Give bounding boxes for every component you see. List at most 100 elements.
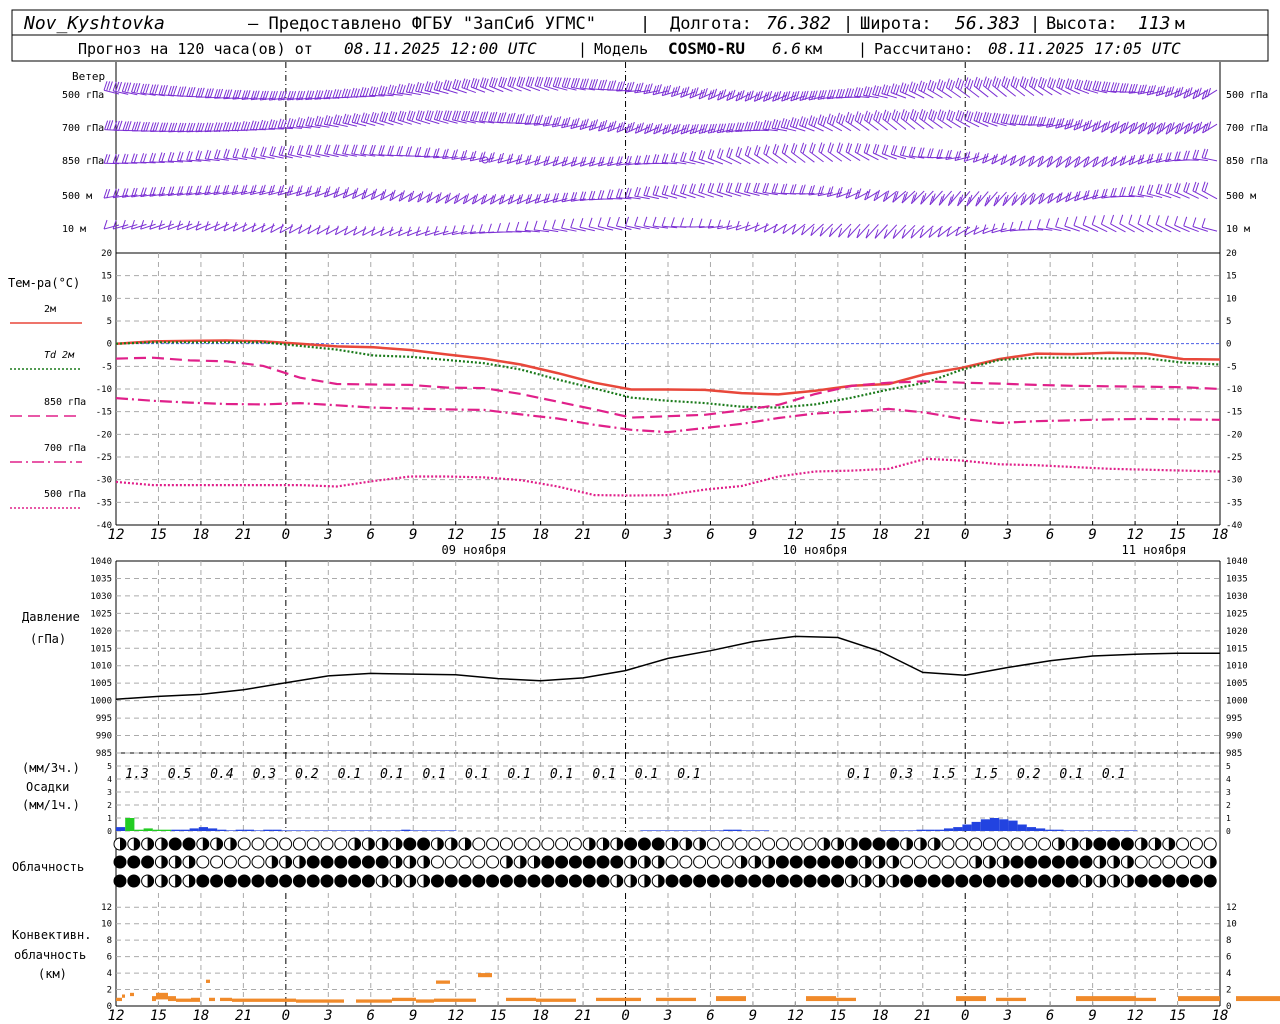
wind-barb-stem	[800, 151, 815, 163]
wind-barb-feather	[344, 144, 349, 154]
wind-barb-stem	[296, 190, 312, 197]
time-tick-label-bottom: 6	[1046, 1008, 1054, 1024]
cloud-partial-fill	[906, 838, 913, 850]
wind-barb	[771, 183, 788, 195]
cloud-overcast	[320, 855, 334, 869]
wind-barb-feather	[905, 112, 910, 122]
wind-barb	[1019, 76, 1035, 97]
wind-barb	[753, 120, 769, 132]
wind-barb-feather	[118, 81, 123, 92]
wind-barb	[333, 114, 348, 128]
wind-barb-feather	[969, 80, 974, 90]
wind-barb-feather	[231, 121, 236, 131]
wind-barb-feather	[1159, 123, 1163, 133]
wind-barb-feather	[890, 145, 895, 155]
wind-barb-feather	[1085, 120, 1090, 131]
wind-barb-feather	[155, 122, 160, 132]
wind-barb-feather	[703, 123, 708, 134]
wind-barb	[1064, 216, 1080, 232]
wind-barb-stem	[463, 195, 477, 205]
wind-barb-feather	[222, 121, 227, 132]
temp-ytick-right: 5	[1226, 317, 1231, 327]
wind-barb-feather	[973, 225, 978, 235]
time-tick-label-bottom: 15	[1169, 1008, 1186, 1024]
wind-barb	[1183, 182, 1199, 199]
wind-barb-feather	[570, 119, 575, 129]
wind-barb-feather	[1097, 120, 1102, 130]
wind-barb	[1128, 154, 1145, 166]
wind-barb-stem	[973, 155, 989, 163]
wind-barb-feather	[670, 217, 675, 227]
wind-barb-stem	[103, 89, 120, 95]
wind-barb-feather	[661, 153, 666, 163]
wind-barb-feather	[744, 121, 749, 131]
wind-barb-feather	[433, 80, 438, 90]
wind-barb-feather	[1155, 86, 1160, 97]
wind-barb-feather	[959, 194, 964, 204]
precip-bar	[888, 830, 898, 831]
cloud-overcast	[748, 874, 762, 888]
wind-barb-feather	[365, 88, 370, 98]
wind-barb-feather	[804, 90, 809, 101]
wind-barb-feather	[1040, 193, 1045, 203]
cloud-clear	[1189, 855, 1203, 869]
temp-legend-label: 850 гПа	[44, 397, 86, 408]
wind-barb	[579, 118, 595, 130]
pres-ytick-left: 1025	[90, 609, 112, 619]
cloud-partial-fill	[1113, 875, 1120, 887]
wind-barb-stem	[955, 118, 971, 128]
wind-barb-feather	[1103, 188, 1108, 198]
cloud-partial-fill	[382, 838, 389, 850]
wind-barb-feather	[1076, 156, 1081, 167]
wind-barb-feather	[1115, 82, 1120, 93]
wind-barb	[652, 216, 669, 229]
cloud-clear	[982, 837, 996, 851]
wind-barb	[433, 110, 449, 124]
wind-barb	[1192, 87, 1209, 100]
wind-barb-stem	[1183, 190, 1199, 199]
wind-barb-feather	[639, 82, 644, 92]
wind-barb-feather	[447, 81, 452, 91]
cloud-overcast	[113, 874, 127, 888]
wind-barb-feather	[234, 89, 239, 100]
wind-barb-stem	[791, 223, 806, 235]
precip-bar	[649, 830, 659, 831]
wind-barb-feather	[131, 187, 135, 198]
wind-barb-feather	[1204, 149, 1209, 159]
wind-barb-feather	[951, 111, 956, 122]
cloud-partial-fill	[823, 838, 830, 850]
wind-barb	[278, 145, 293, 159]
wind-barb-feather	[1152, 122, 1157, 132]
wind-barb-feather	[882, 109, 887, 119]
wind-barb	[551, 116, 568, 128]
wind-barb-feather	[1174, 216, 1179, 226]
wind-barb-feather	[850, 114, 855, 125]
wind-barb-feather	[510, 194, 515, 204]
wind-barb-stem	[534, 85, 550, 91]
wind-barb	[809, 142, 824, 163]
wind-barb	[232, 89, 248, 100]
wind-barb-feather	[472, 150, 477, 161]
time-tick-label-bottom: 3	[663, 1008, 672, 1024]
wind-barb	[140, 220, 156, 230]
cloud-overcast	[127, 874, 141, 888]
wind-barb-feather	[1137, 155, 1142, 165]
wind-barb-feather	[1074, 78, 1079, 89]
wind-barb-feather	[198, 87, 203, 98]
wind-barb-feather	[242, 222, 247, 232]
precip-bar	[116, 827, 126, 831]
wind-barb-feather	[452, 78, 457, 89]
wind-barb-feather	[786, 91, 791, 101]
wind-barb-feather	[438, 81, 443, 92]
wind-barb	[533, 220, 550, 233]
cloud-overcast	[210, 874, 224, 888]
cloud-partial-fill	[672, 838, 678, 850]
cloud-overcast	[817, 874, 831, 888]
wind-barb-feather	[445, 110, 450, 120]
wind-barb-feather	[112, 81, 117, 92]
conv-cloud-bar	[356, 999, 368, 1003]
wind-barb-feather	[451, 225, 456, 235]
wind-barb	[781, 91, 797, 102]
wind-barb-feather	[253, 147, 258, 158]
wind-barb-feather	[1110, 123, 1115, 134]
